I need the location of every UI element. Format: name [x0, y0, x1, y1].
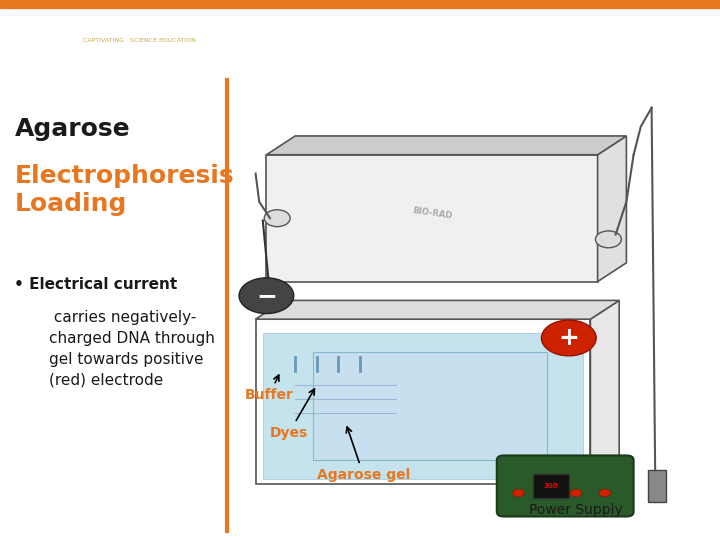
Polygon shape: [266, 155, 598, 281]
Text: Explorer: Explorer: [36, 46, 121, 64]
Text: • Electrical current: • Electrical current: [14, 277, 178, 292]
Circle shape: [239, 278, 294, 314]
FancyBboxPatch shape: [497, 455, 634, 516]
Circle shape: [541, 320, 596, 356]
Text: CAPTIVATING   SCIENCE EDUCATION: CAPTIVATING SCIENCE EDUCATION: [83, 38, 196, 43]
Circle shape: [570, 489, 582, 497]
Polygon shape: [313, 352, 547, 460]
Text: Buffer: Buffer: [245, 375, 294, 402]
Polygon shape: [263, 333, 583, 479]
Circle shape: [264, 210, 290, 227]
Text: Agarose: Agarose: [14, 117, 130, 141]
Text: BIO·RAD: BIO·RAD: [593, 31, 660, 45]
Text: +: +: [559, 326, 579, 350]
Circle shape: [599, 489, 611, 497]
Text: carries negatively-
charged DNA through
gel towards positive
(red) electrode: carries negatively- charged DNA through …: [49, 310, 215, 388]
Text: −: −: [256, 284, 277, 308]
Text: Agarose gel: Agarose gel: [317, 427, 410, 482]
Text: 300: 300: [544, 483, 558, 489]
Bar: [533, 474, 569, 498]
Polygon shape: [266, 136, 626, 155]
Bar: [0, 0, 720, 9]
Text: Electrophoresis
Loading: Electrophoresis Loading: [14, 164, 234, 216]
Circle shape: [595, 231, 621, 248]
Text: BIO-RAD: BIO-RAD: [412, 206, 452, 221]
Text: Biotechnology: Biotechnology: [36, 17, 158, 32]
Polygon shape: [590, 300, 619, 484]
Text: Dyes: Dyes: [270, 389, 315, 440]
Circle shape: [513, 489, 524, 497]
Polygon shape: [256, 300, 619, 319]
Text: Power Supply: Power Supply: [529, 503, 623, 516]
Bar: [648, 469, 666, 502]
Polygon shape: [598, 136, 626, 281]
